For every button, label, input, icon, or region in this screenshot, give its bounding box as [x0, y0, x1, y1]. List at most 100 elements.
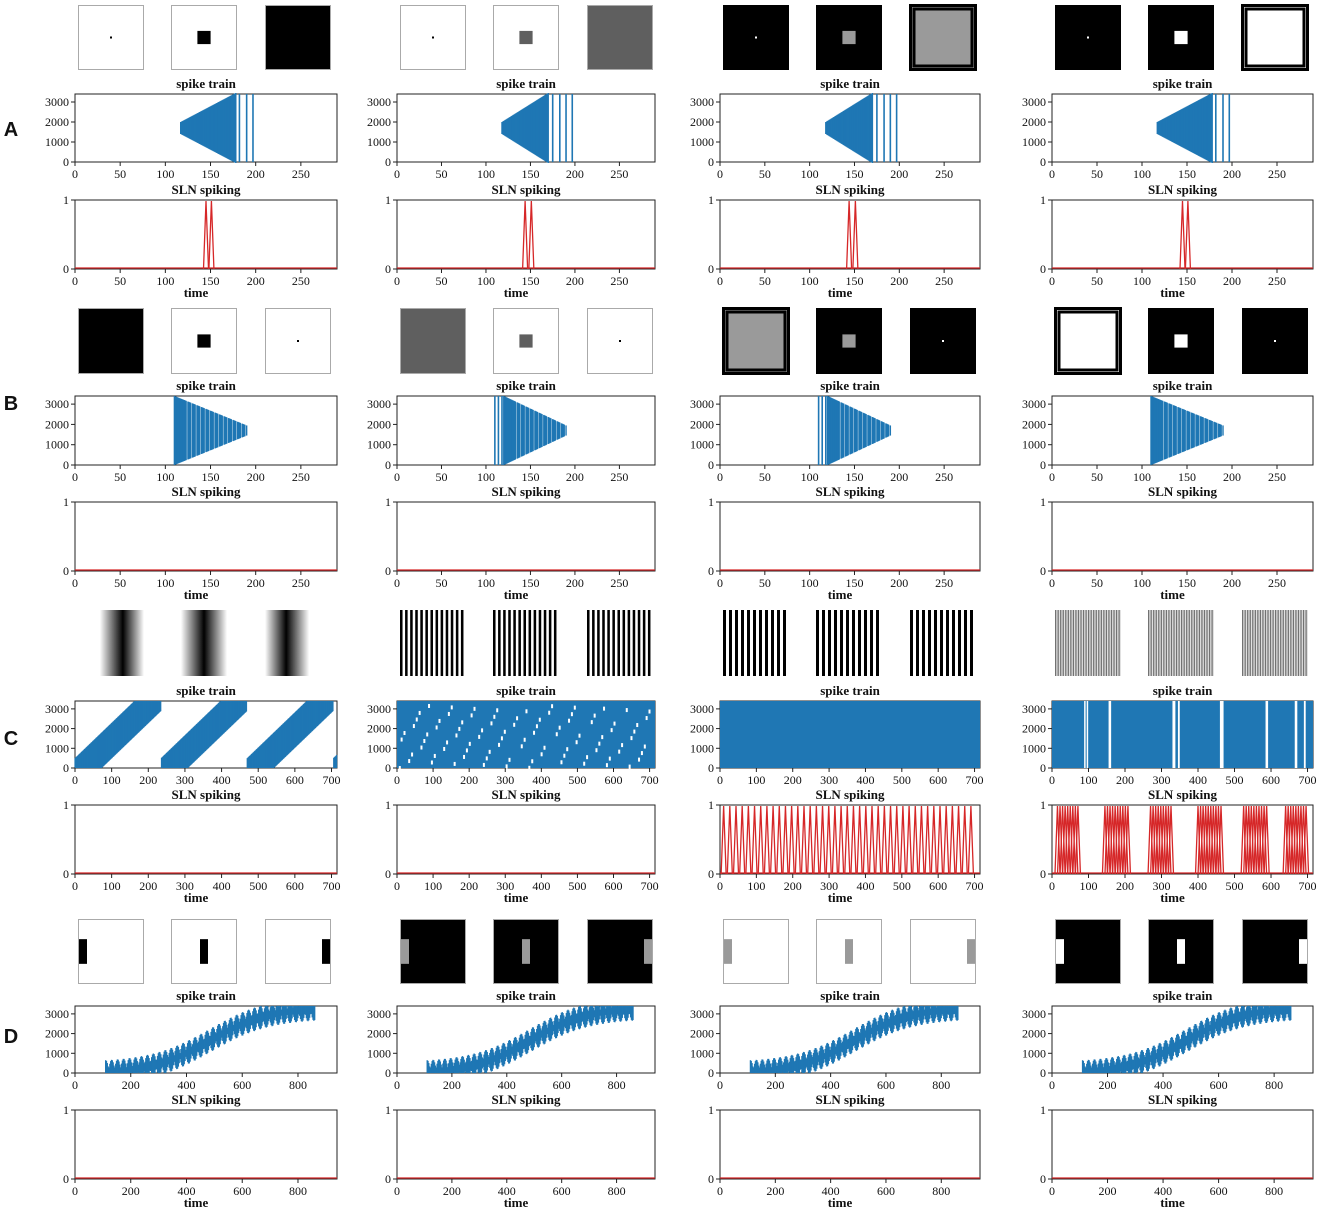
y-tick-label: 3000	[1022, 702, 1046, 716]
x-tick-label: 200	[890, 167, 908, 181]
y-tick-label: 1000	[1022, 741, 1046, 755]
y-tick-label: 3000	[367, 702, 391, 716]
spike-gap	[618, 749, 621, 754]
stimulus-stripe	[1294, 610, 1296, 676]
spike-gap	[508, 757, 511, 762]
spike-gap	[621, 743, 624, 748]
spike-gap	[423, 738, 426, 743]
stimulus-stripe	[1204, 610, 1205, 676]
stimulus-bar	[401, 939, 409, 964]
y-tick-label: 1	[385, 798, 391, 812]
stimulus-frame	[910, 308, 976, 374]
stimulus-stripe	[1076, 610, 1078, 676]
spike-gap	[490, 721, 493, 726]
y-tick-label: 2000	[690, 417, 714, 431]
x-tick-label: 50	[1091, 274, 1103, 288]
x-tick-label: 100	[477, 576, 495, 590]
y-tick-label: 0	[708, 262, 714, 276]
sln-spike	[745, 805, 752, 875]
stimulus-stripe	[1157, 610, 1159, 676]
spike-train-title: spike train	[176, 988, 236, 1003]
sln-spike	[1167, 805, 1175, 875]
stimulus-stripe	[1179, 610, 1181, 676]
x-tick-label: 0	[394, 576, 400, 590]
spike-gap	[1294, 701, 1298, 768]
stimulus-stripe	[1159, 610, 1161, 676]
stimulus-stripe	[1096, 610, 1098, 676]
spike-gap	[408, 759, 411, 764]
stimulus-stripe	[1243, 610, 1245, 676]
stimulus-stripe	[617, 610, 620, 676]
sln-spike	[1104, 805, 1111, 875]
spike-gap	[470, 713, 473, 718]
sln-spike	[949, 805, 956, 875]
sln-title: SLN spiking	[491, 484, 561, 499]
spike-gap	[586, 755, 589, 760]
x-tick-label: 0	[717, 167, 723, 181]
sln-spike	[1114, 805, 1121, 875]
x-tick-label: 50	[114, 167, 126, 181]
stimulus-stripe	[1202, 610, 1204, 676]
x-tick-label: 150	[202, 167, 220, 181]
x-tick-label: 100	[747, 879, 765, 893]
x-axis-label: time	[504, 587, 529, 602]
stimulus-stripe	[1185, 610, 1187, 676]
x-tick-label: 250	[292, 167, 310, 181]
stimulus-stripe	[1088, 610, 1089, 676]
stimulus-stripe	[622, 610, 626, 676]
stimulus-stripe	[1102, 610, 1104, 676]
stimulus-stripe	[1289, 610, 1291, 676]
stimulus-stripe	[910, 610, 913, 676]
x-tick-label: 100	[1133, 274, 1151, 288]
stimulus-dot	[1274, 340, 1276, 342]
stimulus-stripe	[1181, 610, 1182, 676]
x-tick-label: 700	[966, 773, 984, 787]
stimulus-fill	[268, 8, 328, 67]
spike-train-title: spike train	[820, 683, 880, 698]
x-tick-label: 400	[532, 879, 550, 893]
spike-gap	[400, 737, 403, 742]
x-tick-label: 400	[1189, 773, 1207, 787]
stimulus-stripe	[498, 610, 501, 676]
sln-spike	[967, 805, 975, 875]
stimulus-bar	[522, 939, 530, 964]
stimulus-stripe	[1298, 610, 1299, 676]
stimulus-stripe	[430, 610, 433, 676]
y-tick-label: 1	[385, 1103, 391, 1117]
stimulus-stripe	[415, 610, 418, 676]
x-tick-label: 0	[1049, 773, 1055, 787]
y-tick-label: 1000	[45, 741, 69, 755]
x-tick-label: 100	[156, 167, 174, 181]
sln-spike	[1300, 805, 1307, 875]
stimulus-square	[1174, 334, 1188, 348]
spike-gap	[523, 737, 526, 742]
spike-block	[1052, 701, 1313, 768]
sln-spike	[1255, 805, 1263, 875]
stimulus-stripe	[822, 610, 825, 676]
stimulus-stripe	[1260, 610, 1261, 676]
x-tick-label: 200	[139, 773, 157, 787]
stimulus-stripe	[1275, 610, 1276, 676]
spike-gap	[625, 708, 628, 713]
stimulus-stripe	[1066, 610, 1068, 676]
x-tick-label: 100	[1133, 470, 1151, 484]
stimulus-stripe	[958, 610, 961, 676]
spike-train-title: spike train	[176, 76, 236, 91]
sln-spike	[881, 805, 888, 875]
x-tick-label: 500	[1226, 773, 1244, 787]
y-tick-label: 0	[1040, 458, 1046, 472]
y-tick-label: 3000	[45, 397, 69, 411]
x-tick-label: 50	[1091, 470, 1103, 484]
stimulus-stripe	[1268, 610, 1270, 676]
spike-gap	[465, 748, 468, 753]
stimulus-stripe	[627, 610, 631, 676]
x-tick-label: 50	[759, 274, 771, 288]
y-tick-label: 2000	[367, 115, 391, 129]
y-tick-label: 3000	[690, 397, 714, 411]
x-tick-label: 0	[1049, 274, 1055, 288]
x-axis-label: time	[1160, 1195, 1185, 1210]
x-tick-label: 200	[766, 1078, 784, 1092]
spike-gap	[563, 753, 566, 758]
